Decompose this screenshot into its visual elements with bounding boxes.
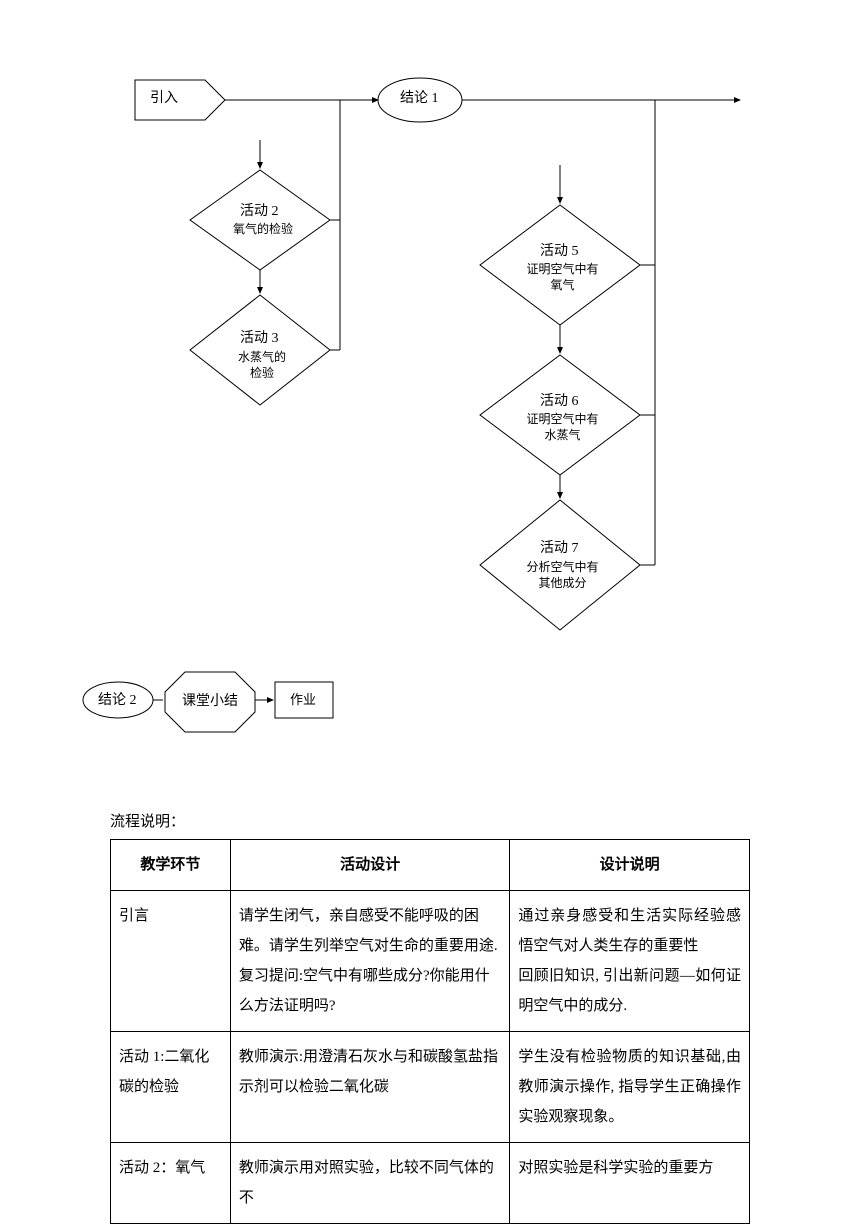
label-act7-sub: 分析空气中有 其他成分 (520, 560, 605, 591)
label-homework: 作业 (290, 692, 316, 709)
description-table: 教学环节 活动设计 设计说明 引言 请学生闭气，亲自感受不能呼吸的困难。请学生列… (110, 839, 750, 1224)
label-conclusion1: 结论 1 (400, 90, 439, 108)
node-intro (135, 80, 225, 120)
label-act5-title: 活动 5 (540, 243, 579, 261)
label-act2-sub: 氧气的检验 (228, 222, 298, 238)
cell: 学生没有检验物质的知识基础,由教师演示操作, 指导学生正确操作实验观察现象。 (510, 1032, 750, 1143)
flowchart-diagram: 引入 结论 1 活动 2 氧气的检验 活动 3 水蒸气的 检验 活动 5 证明空… (0, 0, 860, 800)
cell: 引言 (111, 891, 231, 1032)
cell: 活动 2：氧气 (111, 1143, 231, 1224)
label-act2-title: 活动 2 (240, 203, 279, 221)
table-header-row: 教学环节 活动设计 设计说明 (111, 840, 750, 891)
table-row: 活动 1:二氧化碳的检验 教师演示:用澄清石灰水与和碳酸氢盐指示剂可以检验二氧化… (111, 1032, 750, 1143)
label-conclusion2: 结论 2 (98, 692, 137, 710)
table-row: 活动 2：氧气 教师演示用对照实验，比较不同气体的不 对照实验是科学实验的重要方 (111, 1143, 750, 1224)
cell: 教师演示:用澄清石灰水与和碳酸氢盐指示剂可以检验二氧化碳 (230, 1032, 510, 1143)
label-act5-sub: 证明空气中有 氧气 (520, 262, 605, 293)
label-act7-title: 活动 7 (540, 540, 579, 558)
th-2: 活动设计 (230, 840, 510, 891)
cell: 通过亲身感受和生活实际经验感悟空气对人类生存的重要性 回顾旧知识, 引出新问题—… (510, 891, 750, 1032)
label-summary: 课堂小结 (182, 693, 238, 711)
th-1: 教学环节 (111, 840, 231, 891)
cell: 对照实验是科学实验的重要方 (510, 1143, 750, 1224)
label-act3-sub: 水蒸气的 检验 (232, 350, 292, 381)
table-row: 引言 请学生闭气，亲自感受不能呼吸的困难。请学生列举空气对生命的重要用途. 复习… (111, 891, 750, 1032)
th-3: 设计说明 (510, 840, 750, 891)
label-act3-title: 活动 3 (240, 330, 279, 348)
label-intro: 引入 (150, 90, 178, 108)
label-act6-sub: 证明空气中有 水蒸气 (520, 412, 605, 443)
section-title: 流程说明： (110, 810, 860, 831)
cell: 请学生闭气，亲自感受不能呼吸的困难。请学生列举空气对生命的重要用途. 复习提问:… (230, 891, 510, 1032)
cell: 活动 1:二氧化碳的检验 (111, 1032, 231, 1143)
cell: 教师演示用对照实验，比较不同气体的不 (230, 1143, 510, 1224)
label-act6-title: 活动 6 (540, 393, 579, 411)
